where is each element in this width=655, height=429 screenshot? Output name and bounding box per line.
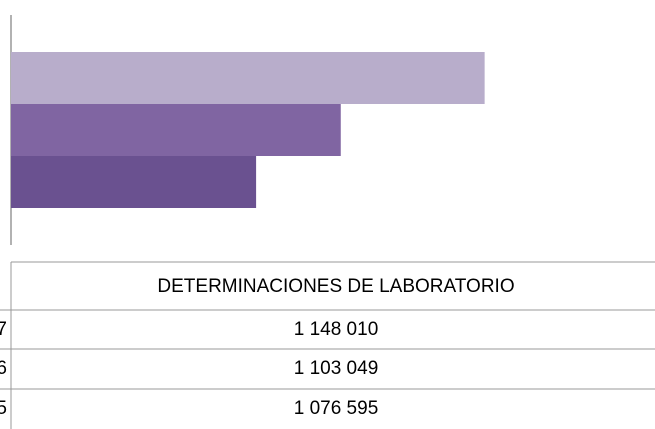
value-label: 1 076 595 [294,398,379,419]
bar [11,52,485,104]
bar [11,156,257,208]
row-label: 7 [0,319,7,340]
value-label: 1 148 010 [294,319,379,340]
value-label: 1 103 049 [294,358,379,379]
bar [11,104,341,156]
row-label: 5 [0,398,7,419]
table-header: DETERMINACIONES DE LABORATORIO [157,276,514,297]
row-label: 6 [0,358,7,379]
